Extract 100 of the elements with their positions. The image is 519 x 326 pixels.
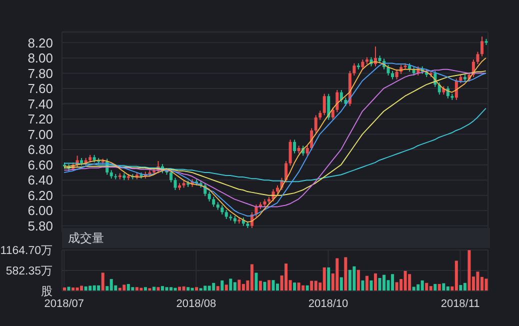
bar [135,287,138,291]
candlestick [220,204,224,215]
y-tick-label: 7.20 [28,112,53,127]
bar [314,280,318,291]
bar [195,287,198,291]
bar [429,286,432,291]
bar [438,284,441,291]
bar [340,277,343,291]
candlestick [284,160,288,183]
bar [293,282,296,291]
bar [126,284,130,291]
candlestick [314,114,318,134]
bar [110,279,113,291]
bar [434,284,437,291]
candlestick [331,107,334,120]
bar [88,286,92,291]
bar [204,286,207,291]
candlestick [170,170,172,183]
y-tick-label: 6.60 [28,157,53,172]
bar [352,266,356,291]
bar [348,270,352,291]
bar [442,283,446,291]
bar [122,284,126,291]
bar [374,273,377,291]
bar [468,250,471,291]
y-tick-label: 7.80 [28,66,53,81]
bar [344,257,348,291]
bar [404,270,407,291]
bar [391,274,394,291]
candlestick [480,36,484,57]
bar [378,278,382,291]
y-tick-label: 1164.70万 [0,244,53,258]
bar [284,264,288,291]
bar [267,280,270,291]
candlestick [352,62,356,76]
bar [186,287,190,291]
chart-title: 成交量 [62,228,490,248]
candlestick [174,177,177,191]
bar [454,260,458,291]
bar [365,276,368,291]
y-tick-label: 6.00 [28,203,53,218]
candlestick [322,93,326,116]
candlestick [438,82,441,96]
candlestick [293,139,296,154]
y-tick-label: 6.80 [28,142,53,158]
bar [395,282,398,291]
bar [361,280,364,291]
candlestick [212,196,216,208]
bar [156,287,160,291]
bar [425,282,428,291]
x-tick-label: 2018/10 [308,298,348,310]
bar [212,282,216,291]
candlestick [318,110,322,120]
bar [263,282,266,291]
y-tick-label: 7.00 [28,126,53,142]
bar [408,274,412,291]
bar [250,264,254,291]
x-tick-label: 2018/11 [440,298,480,310]
y-tick-label: 7.60 [28,81,53,96]
bar [254,272,258,291]
y-tick-label: 5.80 [28,218,53,234]
bar [238,280,241,291]
candlestick [336,90,339,113]
y-tick-label: 582.35万 [6,264,53,278]
bar [484,278,488,291]
bar [258,280,262,291]
bar [216,286,220,291]
bar [242,284,245,291]
candlestick [288,139,292,166]
bar [208,286,211,291]
candlestick [361,58,364,70]
x-tick-label: 2018/07 [44,298,84,310]
bar [233,282,236,291]
x-tick-label: 2018/08 [176,298,216,310]
bar [459,285,462,291]
candlestick [395,68,398,80]
bar [310,280,314,291]
bar [370,280,373,291]
candlestick [208,191,211,202]
candlestick [306,145,309,156]
y-tick-label: 8.00 [28,50,53,66]
y-tick-label: 7.40 [28,96,53,112]
bar [463,282,466,291]
y-tick-label: 股 [41,285,53,298]
bar [327,267,330,291]
bar [272,280,275,291]
bar [80,286,84,291]
bar [160,286,164,291]
bar [297,282,300,291]
y-tick-label: 6.40 [28,172,53,188]
bar [165,287,168,291]
y-tick-label: 6.20 [28,188,53,203]
bar [224,284,228,291]
candlestick [224,209,228,220]
bar [144,287,147,291]
bar [356,270,360,291]
bar [220,280,224,291]
candlestick [476,51,480,65]
bar [322,267,326,291]
bar [131,287,134,291]
